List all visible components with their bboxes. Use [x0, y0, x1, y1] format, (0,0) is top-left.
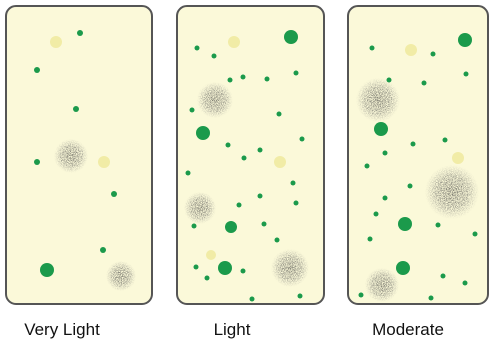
dot	[218, 261, 232, 275]
dot	[383, 196, 388, 201]
panel: Moderate	[348, 6, 488, 339]
dot	[40, 263, 54, 277]
dot	[237, 203, 242, 208]
dot	[458, 33, 472, 47]
cluster	[197, 82, 233, 118]
dot	[111, 191, 117, 197]
dot	[365, 164, 370, 169]
dot	[250, 297, 255, 302]
dot	[398, 217, 412, 231]
dot	[265, 77, 270, 82]
dot	[300, 137, 305, 142]
dot	[294, 71, 299, 76]
cluster	[106, 261, 136, 291]
dot	[464, 72, 469, 77]
panel: Light	[177, 6, 324, 339]
dot	[226, 143, 231, 148]
cluster	[54, 139, 88, 173]
dot	[441, 274, 446, 279]
dot	[429, 296, 434, 301]
panel-label: Very Light	[24, 320, 100, 339]
dot	[359, 293, 364, 298]
cluster	[356, 78, 400, 122]
dot	[274, 156, 286, 168]
dot	[284, 30, 298, 44]
dot	[34, 67, 40, 73]
cluster	[365, 268, 399, 302]
dot	[443, 138, 448, 143]
dot	[50, 36, 62, 48]
dot	[34, 159, 40, 165]
dot	[298, 294, 303, 299]
dot	[405, 44, 417, 56]
dot	[370, 46, 375, 51]
dot	[73, 106, 79, 112]
dot	[212, 54, 217, 59]
dot	[383, 151, 388, 156]
dot	[258, 194, 263, 199]
dot	[431, 52, 436, 57]
dot	[291, 181, 296, 186]
dot	[473, 232, 478, 237]
dot	[186, 171, 191, 176]
dot	[77, 30, 83, 36]
cluster	[271, 249, 309, 287]
dot	[195, 46, 200, 51]
cluster	[425, 165, 479, 219]
dot	[452, 152, 464, 164]
dot	[192, 224, 197, 229]
dot	[242, 156, 247, 161]
dot	[374, 212, 379, 217]
dot	[422, 81, 427, 86]
dot	[241, 75, 246, 80]
dot	[190, 108, 195, 113]
dot	[463, 281, 468, 286]
dot	[100, 247, 106, 253]
dot	[228, 78, 233, 83]
panel-label: Light	[214, 320, 251, 339]
dot	[275, 238, 280, 243]
dot	[411, 142, 416, 147]
dot	[258, 148, 263, 153]
dot	[205, 276, 210, 281]
dot	[396, 261, 410, 275]
dot	[436, 223, 441, 228]
dot	[277, 112, 282, 117]
dot	[225, 221, 237, 233]
panel: Very Light	[6, 6, 152, 339]
panel-label: Moderate	[372, 320, 444, 339]
dot	[368, 237, 373, 242]
dot	[262, 222, 267, 227]
dot	[194, 265, 199, 270]
dot	[206, 250, 216, 260]
dot	[294, 201, 299, 206]
dot	[241, 269, 246, 274]
dot	[98, 156, 110, 168]
panel-frame	[348, 6, 488, 304]
dot	[196, 126, 210, 140]
diagram: Very Light Light Moderate	[0, 0, 493, 346]
dot	[228, 36, 240, 48]
cluster	[184, 192, 216, 224]
dot	[408, 184, 413, 189]
dot	[374, 122, 388, 136]
dot	[387, 78, 392, 83]
